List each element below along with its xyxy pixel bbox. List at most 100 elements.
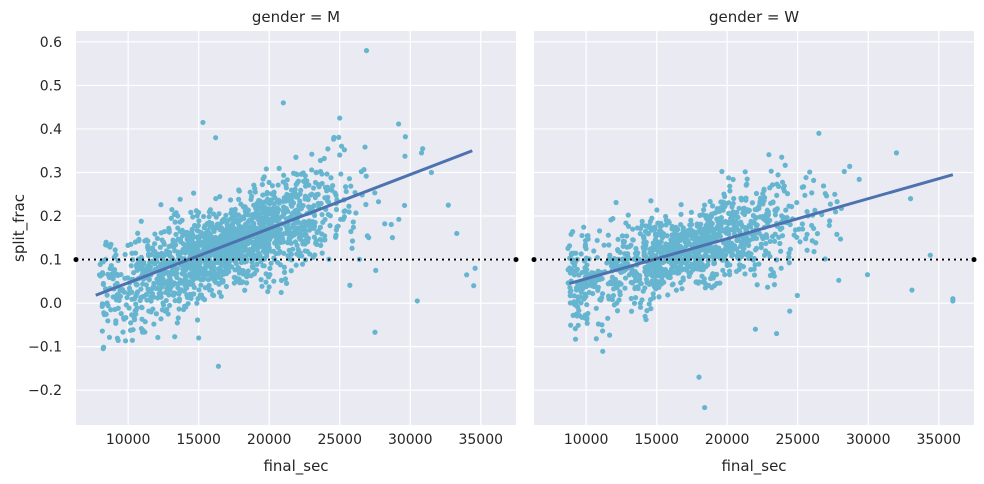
scatter-point [650, 240, 656, 246]
scatter-point [388, 221, 394, 228]
scatter-point [309, 167, 315, 173]
facet-w-regression-line [568, 173, 954, 285]
scatter-point [204, 238, 210, 244]
scatter-point [774, 181, 780, 187]
scatter-point [158, 230, 164, 236]
scatter-point [194, 317, 201, 323]
scatter-point [726, 268, 733, 274]
scatter-point [195, 247, 201, 253]
scatter-point [756, 230, 762, 236]
scatter-point [230, 249, 236, 255]
scatter-point [814, 231, 821, 237]
scatter-point [236, 187, 242, 193]
scatter-point [113, 320, 119, 326]
scatter-point [389, 235, 395, 241]
scatter-point [212, 278, 218, 284]
scatter-point [578, 300, 584, 306]
scatter-point [221, 254, 227, 260]
facet-w-x-tick-label: 25000 [775, 432, 820, 448]
scatter-point [237, 267, 244, 273]
scatter-point [705, 234, 711, 240]
scatter-point [698, 236, 705, 242]
scatter-point [172, 334, 178, 340]
scatter-point [665, 218, 671, 224]
scatter-point [804, 247, 810, 253]
scatter-point [623, 233, 630, 239]
scatter-point [281, 250, 287, 256]
scatter-point [328, 175, 334, 181]
scatter-point [754, 206, 760, 213]
scatter-point [201, 297, 208, 303]
scatter-point [299, 227, 305, 233]
scatter-point [218, 261, 224, 268]
scatter-point [667, 274, 673, 281]
scatter-point [228, 254, 234, 260]
scatter-point [671, 269, 677, 275]
scatter-point [133, 307, 139, 313]
scatter-point [209, 220, 215, 227]
scatter-point [634, 251, 640, 258]
scatter-point [166, 284, 172, 290]
scatter-point [295, 246, 301, 253]
facet-gender-w: gender = W 10000 15000 20000 25000 30000 3500… [531, 8, 977, 476]
scatter-point [167, 278, 174, 284]
scatter-point [160, 302, 167, 308]
scatter-point [682, 239, 688, 245]
scatter-point [570, 250, 576, 256]
scatter-point [149, 246, 155, 252]
scatter-point [281, 264, 287, 270]
scatter-point [174, 265, 180, 272]
scatter-point [575, 294, 581, 300]
scatter-point [764, 214, 770, 220]
scatter-point [767, 238, 773, 245]
scatter-point [786, 250, 792, 256]
scatter-point [797, 239, 803, 245]
scatter-point [134, 289, 141, 295]
facet-m-x-tick-label: 30000 [388, 432, 433, 448]
scatter-point [349, 245, 355, 251]
facet-m-regression-line [95, 149, 473, 297]
scatter-point [826, 222, 832, 229]
scatter-point [299, 253, 305, 259]
scatter-point [115, 305, 121, 311]
scatter-point [146, 277, 152, 283]
scatter-point [680, 275, 686, 281]
scatter-point [182, 267, 189, 273]
scatter-point [648, 306, 654, 312]
scatter-point [250, 265, 256, 271]
scatter-point [726, 200, 732, 206]
scatter-point [658, 220, 664, 226]
scatter-point [642, 313, 648, 319]
scatter-point [605, 315, 611, 321]
scatter-point [265, 288, 271, 295]
scatter-point [244, 280, 250, 286]
scatter-point-outlier [428, 169, 434, 176]
scatter-point [745, 250, 752, 256]
scatter-point [697, 225, 703, 231]
scatter-point [213, 195, 219, 202]
scatter-point [186, 234, 193, 241]
scatter-point [177, 236, 184, 243]
scatter-point [663, 213, 669, 220]
scatter-point [720, 252, 726, 259]
scatter-point [729, 240, 735, 246]
scatter-point [811, 177, 817, 183]
scatter-point [302, 238, 308, 244]
scatter-point [232, 267, 238, 273]
scatter-point [182, 303, 188, 309]
scatter-point [787, 308, 793, 314]
scatter-point [224, 267, 230, 273]
scatter-point [220, 279, 226, 285]
scatter-point [662, 245, 668, 251]
scatter-point [649, 246, 656, 252]
scatter-point [723, 218, 729, 225]
scatter-point-outlier [464, 272, 470, 278]
scatter-point [248, 196, 254, 203]
scatter-point [245, 268, 251, 274]
scatter-point [280, 239, 286, 245]
scatter-point [263, 166, 269, 172]
scatter-point [238, 259, 244, 266]
scatter-point [630, 226, 636, 232]
facet-m-x-tick-label: 35000 [458, 432, 503, 448]
scatter-point [646, 301, 652, 307]
